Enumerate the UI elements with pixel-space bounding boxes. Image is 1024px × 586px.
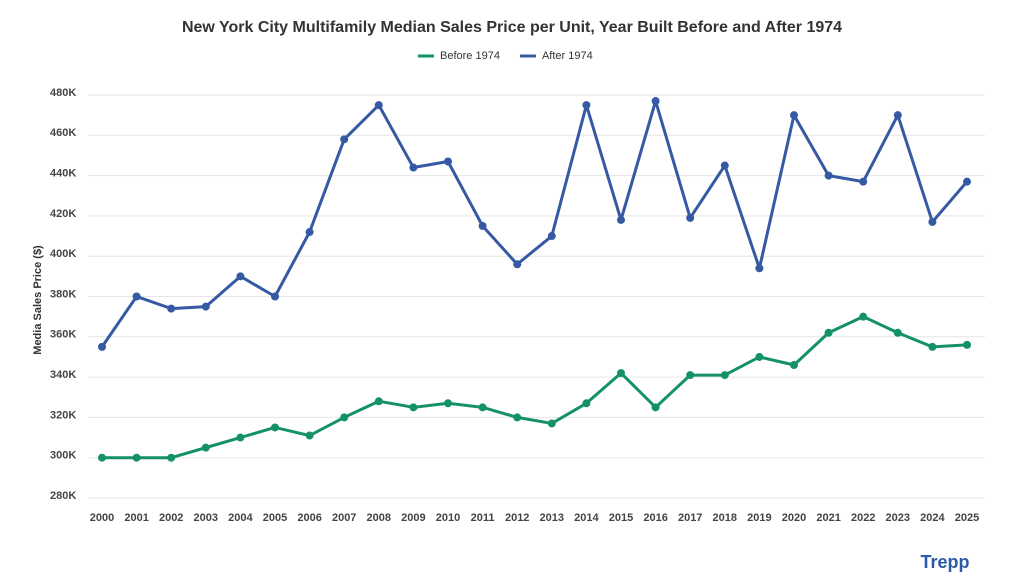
y-tick-label: 360K [50,329,76,341]
point [686,371,695,380]
legend-label: Before 1974 [440,50,500,62]
point [686,213,695,222]
logo: Trepp [920,552,969,572]
y-tick-label: 400K [50,248,76,260]
point [340,135,349,144]
y-tick-label: 440K [50,168,76,180]
point [582,399,591,408]
x-tick-label: 2024 [920,512,945,524]
x-tick-label: 2006 [297,512,321,524]
point [478,403,487,412]
point [444,399,452,408]
point [720,161,729,170]
point [236,272,245,281]
x-tick-label: 2013 [540,512,564,524]
x-tick-label: 2015 [609,512,633,524]
y-tick-label: 380K [50,288,76,300]
point [271,292,279,301]
line [100,99,969,348]
y-tick-label: 420K [50,208,76,220]
x-tick-label: 2000 [90,512,114,524]
x-tick-label: 2014 [574,512,599,524]
point [893,328,902,337]
point [305,228,314,237]
point [236,433,245,442]
point [409,403,418,412]
point [755,264,764,273]
point [167,304,176,313]
x-tick-label: 2008 [367,512,391,524]
point [893,111,902,120]
x-tick-label: 2022 [851,512,875,524]
x-tick-label: 2020 [782,512,806,524]
point [617,215,625,224]
y-tick-label: 280K [50,490,76,502]
point [790,361,798,370]
line [102,315,968,460]
x-tick-label: 2021 [816,512,840,524]
point [271,423,279,432]
point [478,221,487,230]
point [513,260,522,269]
point [340,413,349,422]
x-tick-label: 2025 [955,512,979,524]
x-tick-label: 2001 [124,512,148,524]
y-tick-label: 320K [50,409,76,421]
point [617,369,625,378]
x-tick-label: 2005 [263,512,287,524]
x-tick-label: 2003 [194,512,218,524]
x-tick-label: 2017 [678,512,702,524]
point [824,328,833,337]
point [859,177,868,186]
x-tick-label: 2012 [505,512,529,524]
point [132,453,141,462]
point [201,443,210,452]
x-tick-label: 2023 [886,512,910,524]
point [444,157,452,166]
point [409,163,418,172]
y-tick-label: 340K [50,369,76,381]
y-tick-label: 480K [50,87,76,99]
point [928,342,937,351]
point [928,217,937,226]
x-tick-label: 2010 [436,512,460,524]
point [651,403,660,412]
point [513,413,522,422]
point [963,177,971,186]
point [374,397,383,406]
y-axis-title: Media Sales Price ($) [32,245,44,355]
point [305,431,314,440]
point [582,101,591,110]
chart-title: New York City Multifamily Median Sales P… [182,19,842,36]
x-tick-label: 2002 [159,512,183,524]
point [547,419,556,428]
point [167,453,176,462]
y-tick-label: 460K [50,127,76,139]
x-tick-label: 2019 [747,512,771,524]
point [720,371,729,380]
point [374,101,383,110]
point [755,352,764,361]
point [132,292,141,301]
point [824,171,833,180]
y-tick-label: 300K [50,450,76,462]
point [98,342,106,351]
x-tick-label: 2007 [332,512,356,524]
point [98,453,106,462]
point [963,340,971,349]
legend-label: After 1974 [542,50,593,62]
point [201,302,210,311]
point [859,312,868,321]
point [651,97,660,106]
x-tick-label: 2011 [471,512,495,524]
x-tick-label: 2018 [713,512,737,524]
point [547,232,556,241]
x-tick-label: 2004 [228,512,253,524]
point [790,111,798,120]
x-tick-label: 2016 [643,512,667,524]
x-tick-label: 2009 [401,512,425,524]
